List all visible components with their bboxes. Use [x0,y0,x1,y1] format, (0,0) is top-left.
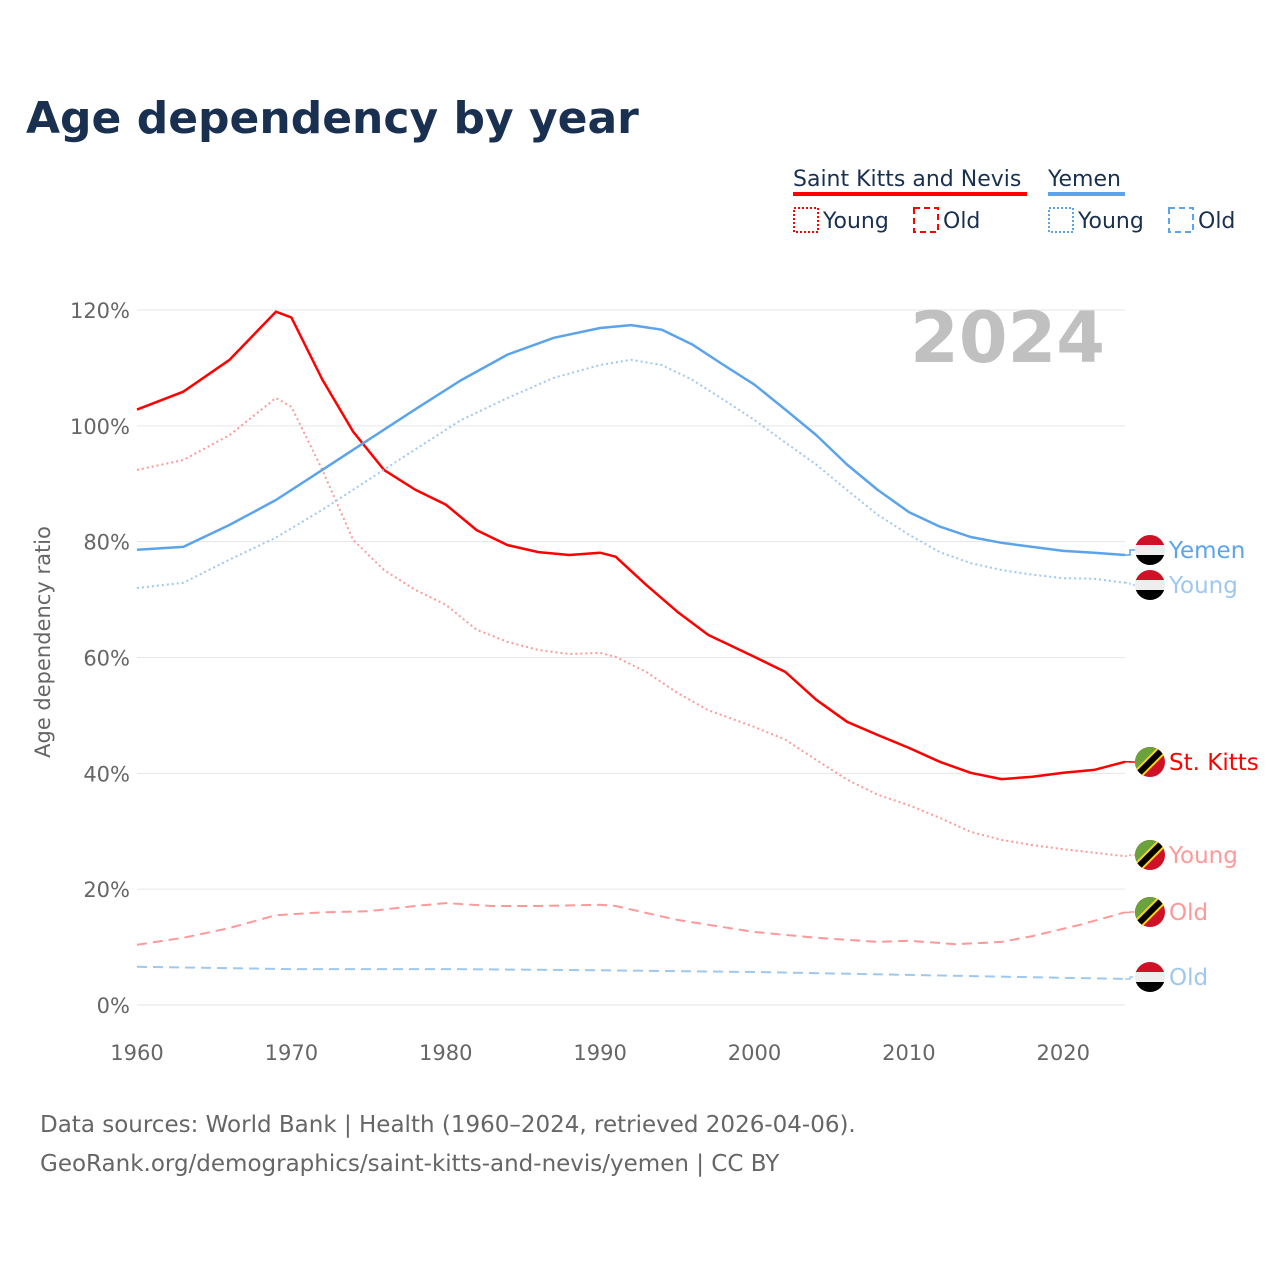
y-tick-label: 0% [97,994,130,1018]
y-tick-label: 80% [83,531,130,555]
x-tick-label: 2010 [882,1041,935,1065]
year-watermark: 2024 [910,297,1105,379]
label-connector [1125,582,1137,586]
legend-swatch-old [913,207,939,233]
series-line-yemen [136,323,1126,557]
series-line-saint-kitts-and-nevis [136,310,1126,781]
label-connector [1125,976,1137,980]
series-end-label: Old [1169,900,1208,926]
legend-swatch-old [1168,207,1194,233]
legend-group-swatch [1048,192,1125,196]
x-tick-label: 2020 [1037,1041,1090,1065]
series-line-yemen-old [136,965,1126,980]
legend-group-title[interactable]: Yemen [1047,167,1121,192]
series-line-yemen-young [136,358,1126,589]
legend-item-old[interactable]: Old [943,209,980,234]
x-tick-label: 1980 [419,1041,472,1065]
yemen-flag-icon [1135,570,1165,600]
chart-title: Age dependency by year [26,93,639,144]
footer-attribution[interactable]: GeoRank.org/demographics/saint-kitts-and… [40,1151,780,1177]
legend-swatch-young [793,207,819,233]
yemen-flag-icon [1135,535,1165,565]
series-end-label: Yemen [1168,538,1245,564]
y-tick-label: 20% [83,878,130,902]
series-end-label: St. Kitts [1169,750,1259,776]
y-tick-label: 120% [70,299,130,323]
y-tick-label: 100% [70,415,130,439]
legend-group-title[interactable]: Saint Kitts and Nevis [793,167,1021,192]
saint-kitts-flag-icon [1135,897,1165,927]
x-tick-label: 1960 [110,1041,163,1065]
footer-sources: Data sources: World Bank | Health (1960–… [40,1112,856,1138]
y-tick-label: 60% [83,647,130,671]
saint-kitts-flag-icon [1135,840,1165,870]
saint-kitts-flag-icon [1135,747,1165,777]
x-tick-label: 1990 [573,1041,626,1065]
label-connector [1125,854,1137,857]
series-end-label: Old [1169,965,1208,991]
legend-item-young[interactable]: Young [822,209,889,234]
y-axis-label: Age dependency ratio [31,526,55,758]
yemen-flag-icon [1135,962,1165,992]
legend-item-old[interactable]: Old [1198,209,1235,234]
y-tick-label: 40% [83,762,130,786]
legend-item-young[interactable]: Young [1077,209,1144,234]
series-line-saint-kitts-and-nevis-old [136,902,1126,946]
label-connector [1125,549,1137,556]
series-line-saint-kitts-and-nevis-young [136,397,1126,858]
series-end-label: Young [1168,843,1238,869]
legend-group-swatch [793,192,1027,196]
x-tick-label: 1970 [265,1041,318,1065]
legend-swatch-young [1048,207,1074,233]
x-tick-label: 2000 [728,1041,781,1065]
series-end-label: Young [1168,573,1238,599]
